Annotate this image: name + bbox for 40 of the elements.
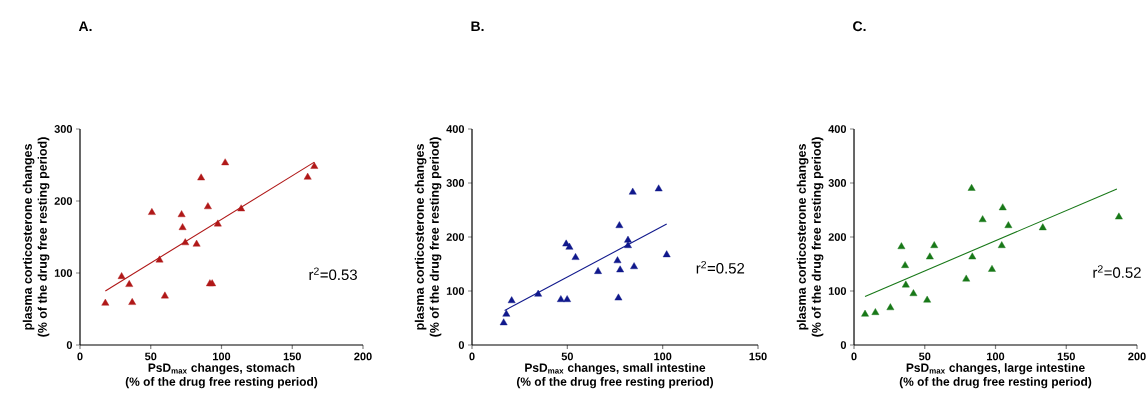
x-tick-label: 100	[654, 352, 672, 361]
x-tick-label: 150	[283, 352, 301, 361]
x-tick-label: 150	[749, 352, 767, 361]
chart-title: A.	[78, 21, 92, 32]
x-axis-title: PsD$_{max}$ changes, large intestine (% of the drug free resting period)	[899, 363, 1092, 389]
y-tick-label: 400	[828, 125, 847, 133]
x-tick-label: 100	[987, 352, 1005, 361]
y-axis-title: plasma corticosterone changes (% of the drug free resting period)	[414, 137, 442, 337]
y-tick-label: 100	[828, 287, 847, 295]
x-axis-title: PsD$_{max}$ changes, stomach (% of the drug free resting period)	[125, 363, 318, 389]
y-tick-label: 400	[446, 125, 465, 133]
x-tick-label: 0	[851, 352, 857, 361]
y-tick-label: 300	[446, 179, 465, 187]
y-tick-label: 0	[840, 341, 847, 349]
y-tick-label: 0	[66, 341, 73, 349]
y-tick-label: 100	[54, 269, 73, 277]
x-axis-title: PsD$_{max}$ changes, small intestine (% of the drug free resting preriod)	[516, 363, 714, 389]
y-axis-title: plasma corticosterone changes (% of the drug free resting period)	[22, 137, 50, 337]
y-tick-label: 0	[458, 341, 465, 349]
x-tick-label: 100	[213, 352, 231, 361]
x-tick-label: 0	[77, 352, 83, 361]
chart-title: C.	[853, 21, 866, 32]
y-tick-label: 200	[828, 233, 847, 241]
x-tick-label: 0	[469, 352, 475, 361]
y-axis-title: plasma corticosterone changes (% of the drug free resting period)	[796, 137, 824, 337]
x-tick-label: 200	[354, 352, 372, 361]
y-tick-label: 300	[54, 125, 73, 133]
annotation: r$^{2}$=0.53	[309, 267, 357, 281]
chart-title: B.	[471, 21, 484, 32]
y-tick-label: 200	[54, 197, 73, 205]
x-tick-label: 150	[1057, 352, 1075, 361]
y-tick-label: 300	[828, 179, 847, 187]
y-tick-label: 100	[446, 287, 465, 295]
x-tick-label: 200	[1128, 352, 1146, 361]
x-tick-label: 50	[561, 352, 573, 361]
annotation: r$^{2}$=0.52	[696, 260, 745, 274]
y-tick-label: 200	[446, 233, 465, 241]
x-tick-label: 50	[919, 352, 931, 361]
annotation: r$^{2}$=0.52	[1093, 265, 1141, 278]
x-tick-label: 50	[145, 352, 157, 361]
